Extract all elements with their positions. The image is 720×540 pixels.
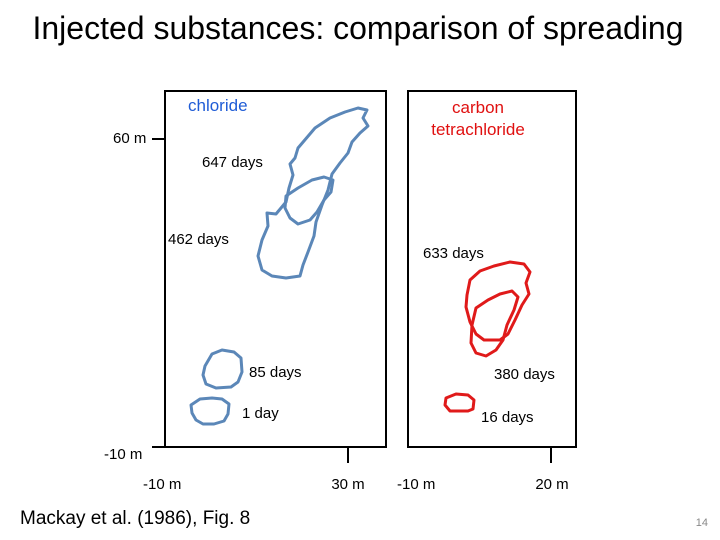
page-number: 14 [695, 517, 708, 529]
ctc-panel-title: carbon tetrachloride [431, 97, 525, 141]
label-1-day: 1 day [242, 405, 279, 422]
ctc-plume-380-days [469, 289, 520, 358]
label-16-days: 16 days [481, 409, 534, 426]
chloride-plume-1-day [189, 396, 231, 426]
slide-title: Injected substances: comparison of sprea… [32, 10, 684, 46]
chloride-plume-85-days [201, 348, 244, 390]
label-462-days: 462 days [168, 231, 229, 248]
y-axis-label-top: 60 m [113, 130, 147, 147]
ctc-plume-633-days [464, 260, 532, 342]
ctc-plume-16-days [443, 392, 476, 413]
ctc-panel-title-line-2: tetrachloride [431, 120, 525, 139]
x-axis-label-right-min: -10 m [397, 476, 436, 493]
citation: Mackay et al. (1986), Fig. 8 [20, 508, 251, 529]
chloride-plume-647-days [256, 106, 370, 280]
chloride-panel-title: chloride [188, 96, 248, 115]
x-axis-label-right-max: 20 m [535, 476, 569, 493]
y-axis-label-bottom: -10 m [104, 446, 143, 463]
ctc-panel-frame [407, 90, 577, 448]
label-85-days: 85 days [249, 364, 302, 381]
chloride-plume-462-days [283, 175, 335, 226]
ctc-panel-title-line-1: carbon [452, 98, 504, 117]
x-axis-label-left-max: 30 m [331, 476, 365, 493]
label-633-days: 633 days [423, 245, 484, 262]
chloride-panel-frame [164, 90, 387, 448]
label-380-days: 380 days [494, 366, 555, 383]
x-axis-label-left-min: -10 m [143, 476, 182, 493]
label-647-days: 647 days [202, 154, 263, 171]
